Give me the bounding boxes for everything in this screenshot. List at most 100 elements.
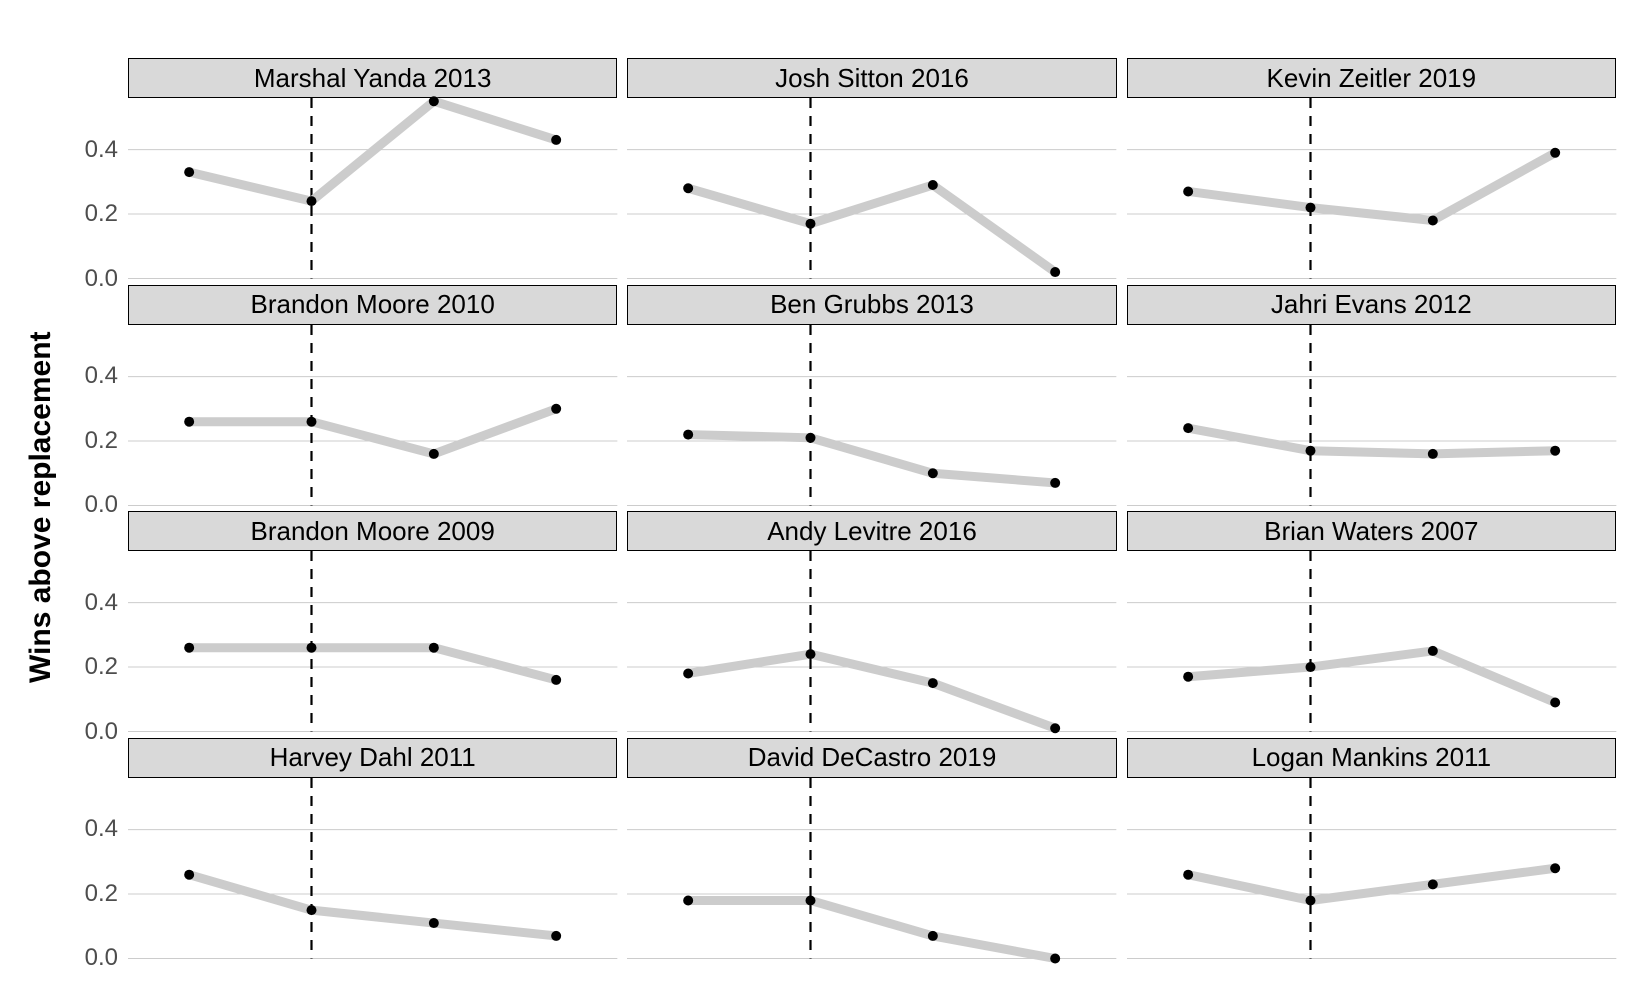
facet: Andy Levitre 2016 <box>627 511 1116 732</box>
facet-svg <box>1127 778 1616 959</box>
series-marker <box>551 135 561 145</box>
series-marker <box>551 403 561 413</box>
series-line <box>1188 651 1555 703</box>
facet-strip: Brian Waters 2007 <box>1127 511 1616 551</box>
series-line <box>189 101 556 201</box>
y-tick-label: 0.0 <box>58 718 118 746</box>
series-marker <box>429 643 439 653</box>
facet: Jahri Evans 2012 <box>1127 285 1616 506</box>
series-marker <box>429 96 439 106</box>
facet-strip: Josh Sitton 2016 <box>627 58 1116 98</box>
series-marker <box>683 668 693 678</box>
series-marker <box>806 219 816 229</box>
facet-panel <box>1127 98 1616 279</box>
series-marker <box>429 918 439 928</box>
series-marker <box>429 448 439 458</box>
series-marker <box>306 905 316 915</box>
facet-svg <box>1127 98 1616 279</box>
facet-strip: David DeCastro 2019 <box>627 738 1116 778</box>
series-marker <box>1550 863 1560 873</box>
facet-panel <box>627 325 1116 506</box>
facet-strip: Brandon Moore 2009 <box>128 511 617 551</box>
y-tick-label: 0.2 <box>58 427 118 455</box>
series-marker <box>1183 869 1193 879</box>
facet-strip: Marshal Yanda 2013 <box>128 58 617 98</box>
series-marker <box>1305 445 1315 455</box>
facet-svg <box>1127 325 1616 506</box>
series-marker <box>683 895 693 905</box>
facet: Brandon Moore 2009 <box>128 511 617 732</box>
series-marker <box>551 930 561 940</box>
facet: Marshal Yanda 2013 <box>128 58 617 279</box>
facet-panel <box>128 98 617 279</box>
y-tick-label: 0.4 <box>58 362 118 390</box>
facet-panel <box>1127 778 1616 959</box>
series-marker <box>184 869 194 879</box>
series-marker <box>806 895 816 905</box>
y-tick-label: 0.4 <box>58 589 118 617</box>
series-marker <box>1305 203 1315 213</box>
series-marker <box>1427 215 1437 225</box>
series-line <box>688 434 1055 482</box>
y-tick-label: 0.0 <box>58 944 118 972</box>
series-marker <box>806 649 816 659</box>
facet-panel <box>627 98 1116 279</box>
facet: Harvey Dahl 2011 <box>128 738 617 959</box>
series-marker <box>1183 186 1193 196</box>
facet-svg <box>627 325 1116 506</box>
facet-strip: Andy Levitre 2016 <box>627 511 1116 551</box>
series-marker <box>306 196 316 206</box>
series-marker <box>1183 423 1193 433</box>
facet-svg <box>627 551 1116 732</box>
facet-strip: Brandon Moore 2010 <box>128 285 617 325</box>
facet-strip: Kevin Zeitler 2019 <box>1127 58 1616 98</box>
figure: Wins above replacement 0.0 0.2 0.4 0.0 0.2 0.… <box>0 0 1650 990</box>
facet: Josh Sitton 2016 <box>627 58 1116 279</box>
series-line <box>1188 868 1555 900</box>
facet-svg <box>627 98 1116 279</box>
y-tick-label: 0.2 <box>58 880 118 908</box>
facet-strip: Jahri Evans 2012 <box>1127 285 1616 325</box>
facet-panel <box>128 325 617 506</box>
facet: Brandon Moore 2010 <box>128 285 617 506</box>
series-marker <box>683 429 693 439</box>
y-axis-title: Wins above replacement <box>24 331 58 683</box>
facet-strip: Logan Mankins 2011 <box>1127 738 1616 778</box>
series-marker <box>928 930 938 940</box>
series-line <box>189 874 556 935</box>
facet: Ben Grubbs 2013 <box>627 285 1116 506</box>
facet-svg <box>627 778 1116 959</box>
facet: Brian Waters 2007 <box>1127 511 1616 732</box>
series-marker <box>1050 267 1060 277</box>
series-marker <box>184 416 194 426</box>
series-line <box>688 185 1055 272</box>
y-tick-label: 0.4 <box>58 815 118 843</box>
facet-panel <box>128 551 617 732</box>
facet-panel <box>627 551 1116 732</box>
y-tick-label: 0.2 <box>58 653 118 681</box>
facet: Kevin Zeitler 2019 <box>1127 58 1616 279</box>
series-marker <box>1305 662 1315 672</box>
series-marker <box>306 416 316 426</box>
series-line <box>688 900 1055 958</box>
series-marker <box>1050 953 1060 963</box>
series-marker <box>551 675 561 685</box>
series-marker <box>1427 448 1437 458</box>
series-marker <box>928 468 938 478</box>
facet-panel <box>1127 325 1616 506</box>
series-marker <box>184 643 194 653</box>
series-line <box>189 408 556 453</box>
series-marker <box>1183 672 1193 682</box>
series-marker <box>1050 723 1060 733</box>
facet-strip: Harvey Dahl 2011 <box>128 738 617 778</box>
facet-svg <box>128 778 617 959</box>
y-tick-label: 0.2 <box>58 200 118 228</box>
facet-svg <box>128 551 617 732</box>
facet-grid: Marshal Yanda 2013Josh Sitton 2016 Kevin … <box>128 58 1616 958</box>
facet: David DeCastro 2019 <box>627 738 1116 959</box>
facet-svg <box>1127 551 1616 732</box>
facet-strip: Ben Grubbs 2013 <box>627 285 1116 325</box>
facet-svg <box>128 325 617 506</box>
series-marker <box>184 167 194 177</box>
series-line <box>189 648 556 680</box>
